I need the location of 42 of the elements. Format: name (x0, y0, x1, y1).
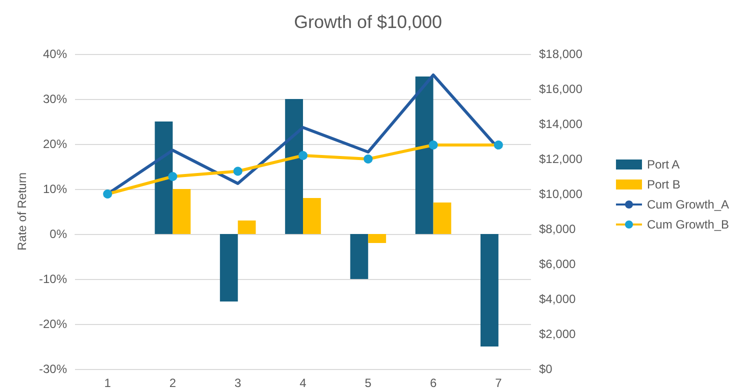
bar (368, 234, 386, 243)
legend-label: Port B (646, 178, 680, 192)
y2-tick-label: $2,000 (539, 327, 576, 341)
bar (154, 122, 173, 234)
y-tick-label: 10% (42, 182, 68, 196)
y2-tick-label: $16,000 (539, 82, 583, 96)
y-tick-label: -10% (38, 272, 68, 286)
bar (350, 234, 368, 279)
y2-tick-label: $4,000 (539, 292, 576, 306)
y2-tick-label: $8,000 (539, 222, 576, 236)
y2-tick-label: $6,000 (539, 257, 576, 271)
x-tick-label: 3 (234, 376, 242, 389)
bar (172, 189, 191, 234)
bar (220, 234, 238, 302)
y-tick-label: 20% (42, 137, 68, 151)
bar (303, 198, 321, 234)
y-tick-label: -20% (38, 317, 68, 331)
legend-label: Cum Growth_B (646, 218, 730, 232)
y-axis-title: Rate of Return (15, 172, 30, 251)
x-tick-label: 7 (495, 376, 502, 389)
bar (480, 234, 498, 346)
y2-tick-label: $18,000 (539, 47, 583, 61)
chart-title: Growth of $10,000 (294, 12, 442, 32)
x-tick-label: 1 (104, 376, 112, 389)
y2-tick-label: $0 (539, 362, 553, 376)
bar (285, 99, 303, 234)
y2-tick-label: $14,000 (539, 117, 583, 131)
y-tick-label: 30% (42, 92, 68, 106)
bar (415, 76, 434, 234)
x-tick-label: 5 (364, 376, 372, 389)
x-tick-label: 2 (169, 376, 176, 389)
x-tick-label: 6 (430, 376, 437, 389)
y2-tick-label: $12,000 (539, 152, 583, 166)
bar (238, 220, 256, 234)
y-tick-label: 40% (42, 47, 68, 61)
bar (433, 202, 452, 234)
y-tick-label: -30% (38, 362, 68, 376)
x-tick-label: 4 (300, 376, 307, 389)
y2-tick-label: $10,000 (539, 187, 583, 201)
legend-label: Cum Growth_A (646, 198, 730, 212)
legend-label: Port A (646, 158, 680, 172)
y-tick-label: 0% (50, 227, 68, 241)
